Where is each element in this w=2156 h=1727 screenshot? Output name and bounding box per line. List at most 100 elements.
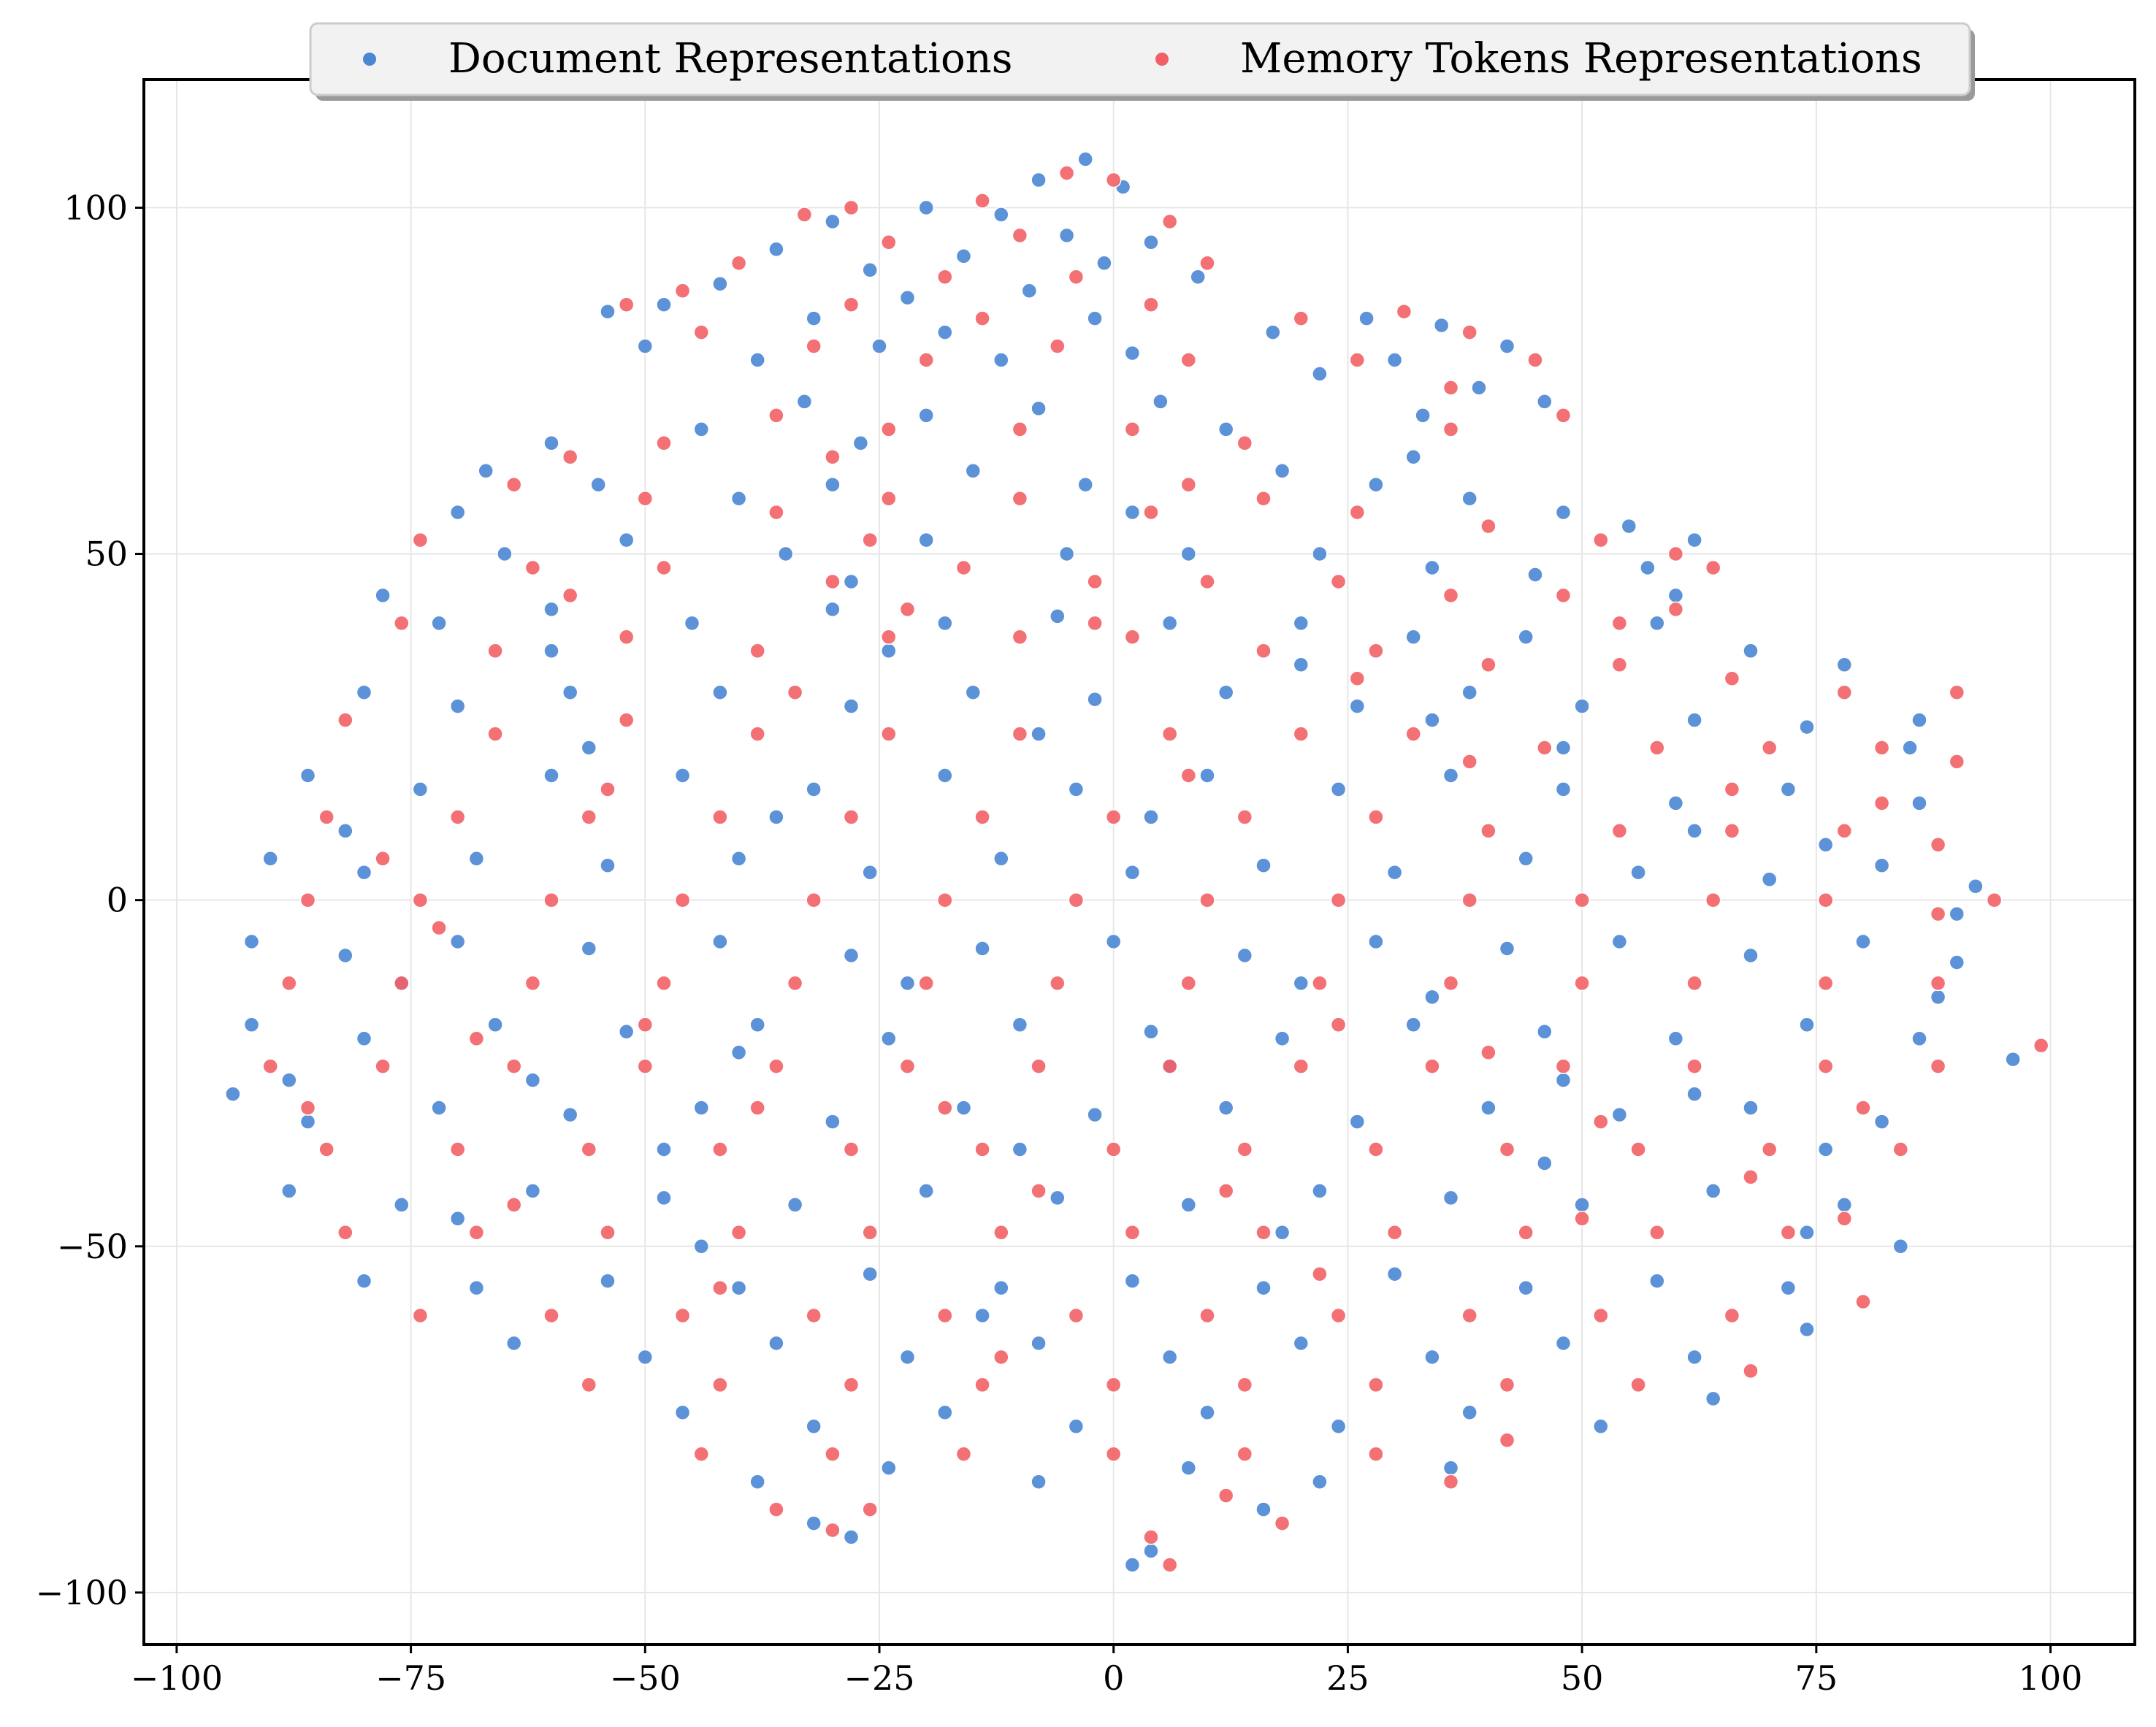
point-memory-tokens: [881, 421, 897, 437]
point-memory-tokens: [1480, 656, 1496, 673]
point-memory-tokens: [487, 643, 503, 659]
point-memory-tokens: [1817, 892, 1834, 908]
point-document: [918, 407, 934, 424]
legend-marker-document: [363, 53, 376, 66]
point-document: [656, 1190, 672, 1206]
point-memory-tokens: [1050, 975, 1066, 992]
point-document: [299, 1114, 316, 1130]
axis-ticks: −100 −75 −50 −25 0 25 50 75 100 −100 −50 0 50 100: [36, 188, 2083, 1698]
point-document: [955, 1100, 972, 1116]
point-document: [1799, 1225, 1815, 1241]
point-document: [1611, 1106, 1628, 1123]
point-document: [1799, 719, 1815, 735]
legend: Document Representations Memory Tokens R…: [309, 22, 1975, 101]
point-document: [1649, 1273, 1665, 1289]
point-memory-tokens: [1050, 338, 1066, 354]
point-memory-tokens: [974, 193, 990, 209]
point-document: [524, 1072, 541, 1088]
point-document: [1068, 1418, 1085, 1435]
point-memory-tokens: [1836, 1211, 1853, 1227]
point-document: [749, 1016, 765, 1033]
point-document: [1143, 234, 1159, 250]
point-memory-tokens: [1012, 490, 1028, 507]
point-document: [749, 352, 765, 368]
point-memory-tokens: [1461, 1307, 1478, 1324]
point-document: [993, 851, 1009, 867]
point-document: [1405, 449, 1421, 465]
point-memory-tokens: [918, 975, 934, 992]
point-document: [1424, 559, 1440, 576]
point-document: [1555, 740, 1572, 756]
point-document: [1836, 1197, 1853, 1213]
point-memory-tokens: [1031, 1058, 1047, 1074]
point-memory-tokens: [1686, 975, 1702, 992]
point-document: [1743, 1100, 1759, 1116]
point-document: [1442, 1190, 1459, 1206]
point-document: [1686, 1349, 1702, 1366]
point-memory-tokens: [1368, 1446, 1384, 1462]
point-document: [871, 338, 887, 354]
point-document: [1077, 476, 1093, 493]
point-memory-tokens: [1743, 1169, 1759, 1185]
point-document: [1293, 1335, 1310, 1352]
point-memory-tokens: [1611, 615, 1628, 632]
point-document: [1424, 712, 1440, 728]
point-document: [618, 532, 635, 548]
point-document: [806, 1418, 822, 1435]
point-document: [862, 262, 878, 278]
grid-lines: [144, 80, 2135, 1644]
point-memory-tokens: [1667, 601, 1684, 618]
point-document: [693, 421, 710, 437]
point-memory-tokens: [937, 892, 953, 908]
point-memory-tokens: [806, 338, 822, 354]
point-document: [1217, 1100, 1234, 1116]
point-memory-tokens: [1630, 1376, 1646, 1393]
point-memory-tokens: [674, 283, 691, 299]
point-document: [1105, 933, 1122, 950]
point-memory-tokens: [562, 449, 578, 465]
point-memory-tokens: [1424, 1058, 1440, 1074]
point-document: [1068, 781, 1085, 797]
point-memory-tokens: [1217, 1487, 1234, 1504]
point-memory-tokens: [412, 532, 429, 548]
point-document: [1077, 151, 1093, 167]
point-memory-tokens: [1236, 1446, 1253, 1462]
point-document: [1180, 1197, 1197, 1213]
point-memory-tokens: [825, 1446, 841, 1462]
point-memory-tokens: [1949, 684, 1965, 700]
point-memory-tokens: [1143, 1529, 1159, 1545]
point-document: [1274, 463, 1291, 479]
point-document: [862, 1265, 878, 1282]
point-memory-tokens: [1386, 1225, 1403, 1241]
point-document: [431, 615, 447, 632]
point-memory-tokens: [1368, 1376, 1384, 1393]
point-memory-tokens: [1217, 1183, 1234, 1199]
point-document: [412, 781, 429, 797]
point-memory-tokens: [1330, 1307, 1347, 1324]
point-memory-tokens: [1236, 435, 1253, 451]
point-document: [394, 1197, 410, 1213]
point-memory-tokens: [1705, 892, 1721, 908]
point-memory-tokens: [1312, 1265, 1328, 1282]
point-memory-tokens: [1630, 1141, 1646, 1157]
point-document: [524, 1183, 541, 1199]
point-memory-tokens: [787, 684, 803, 700]
point-document: [656, 296, 672, 313]
point-memory-tokens: [1574, 975, 1590, 992]
point-document: [1293, 975, 1310, 992]
point-document: [356, 1273, 372, 1289]
point-document: [1368, 933, 1384, 950]
point-document: [768, 241, 784, 258]
point-memory-tokens: [1442, 421, 1459, 437]
point-document: [918, 1183, 934, 1199]
point-document: [1031, 172, 1047, 188]
point-document: [1855, 933, 1871, 950]
point-document: [1480, 1100, 1496, 1116]
point-memory-tokens: [1293, 726, 1310, 742]
point-memory-tokens: [637, 1016, 654, 1033]
point-document: [497, 545, 513, 562]
point-memory-tokens: [974, 1376, 990, 1393]
x-tick-label: −50: [610, 1658, 681, 1698]
point-memory-tokens: [1180, 476, 1197, 493]
point-document: [712, 275, 728, 292]
